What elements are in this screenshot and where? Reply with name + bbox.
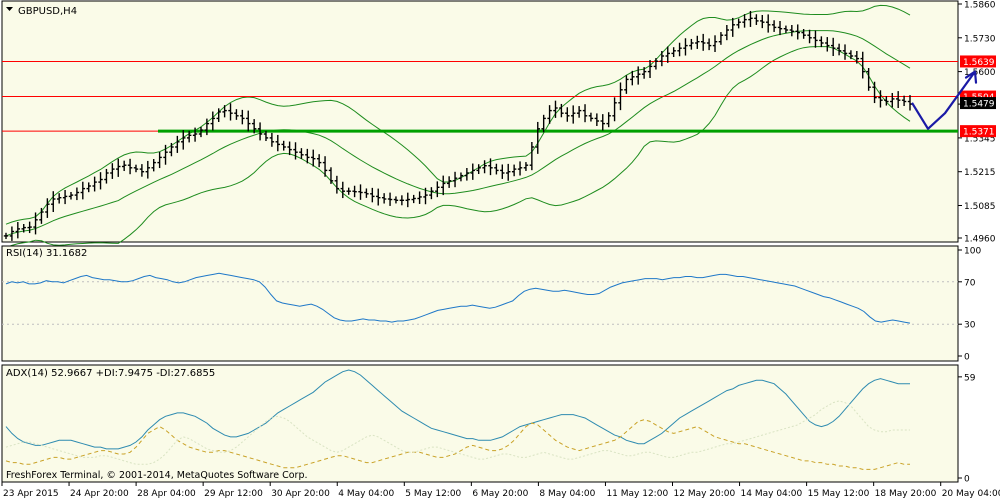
rsi-tick-label: 100 xyxy=(964,247,981,257)
rsi-tick-label: 30 xyxy=(964,321,976,331)
time-tick-label: 14 May 04:00 xyxy=(741,489,803,499)
level-price-label: 1.5371 xyxy=(963,128,995,138)
price-tick-label: 1.5215 xyxy=(964,168,996,178)
rsi-line xyxy=(5,272,911,324)
current-price-label: 1.5479 xyxy=(963,100,995,110)
time-tick-label: 4 May 04:00 xyxy=(338,489,394,499)
price-panel: 1.58601.57301.56001.54751.53451.52151.50… xyxy=(1,0,996,249)
rsi-y-axis: 100 70 30 0 xyxy=(2,247,981,363)
time-tick-label: 8 May 04:00 xyxy=(539,489,595,499)
adx-lines xyxy=(5,369,910,470)
adx-tick-label: 0 xyxy=(964,475,970,485)
adx-title: ADX(14) 52.9667 +DI:7.9475 -DI:27.6855 xyxy=(6,368,215,379)
price-y-axis: 1.58601.57301.56001.54751.53451.52151.50… xyxy=(958,1,996,245)
adx-tick-label: 59 xyxy=(964,373,976,383)
level-price-box xyxy=(960,55,996,68)
projection-arrowhead xyxy=(964,70,978,84)
projection-path xyxy=(911,70,976,130)
time-tick-label: 30 Apr 20:00 xyxy=(271,489,330,499)
time-tick-label: 24 Apr 20:00 xyxy=(70,489,129,499)
chart-menu-icon[interactable] xyxy=(6,7,13,11)
adx-series-di xyxy=(5,419,910,470)
price-tick-label: 1.5860 xyxy=(964,1,996,11)
bollinger-lower-band xyxy=(5,46,911,249)
price-tick-label: 1.4960 xyxy=(964,235,996,245)
price-tick-label: 1.5600 xyxy=(964,68,996,78)
adx-panel-background xyxy=(1,364,959,483)
rsi-panel-background xyxy=(1,245,959,362)
rsi-panel: 100 70 30 0 RSI(14) 31.1682 xyxy=(1,245,981,363)
time-tick-label: 23 Apr 2015 xyxy=(3,489,59,499)
rsi-series-line xyxy=(5,272,911,324)
rsi-tick-label: 0 xyxy=(964,353,970,363)
time-tick-label: 6 May 20:00 xyxy=(472,489,528,499)
time-tick-label: 20 May 04:00 xyxy=(942,489,1000,499)
time-tick-label: 28 Apr 04:00 xyxy=(137,489,196,499)
chart-title: GBPUSD,H4 xyxy=(18,6,77,17)
time-tick-label: 18 May 20:00 xyxy=(875,489,937,499)
level-price-box xyxy=(960,125,996,138)
adx-y-axis: 59 0 xyxy=(958,373,976,485)
adx-series-adx xyxy=(5,369,910,450)
price-panel-background xyxy=(1,0,959,243)
time-tick-label: 12 May 20:00 xyxy=(674,489,736,499)
price-tick-label: 1.5730 xyxy=(964,34,996,44)
current-price-box xyxy=(960,97,996,110)
candles xyxy=(3,10,913,241)
time-tick-label: 11 May 12:00 xyxy=(606,489,668,499)
price-tick-label: 1.5345 xyxy=(964,134,996,144)
rsi-title: RSI(14) 31.1682 xyxy=(6,248,87,259)
projection-arrow xyxy=(911,70,978,130)
bollinger-upper-band xyxy=(5,4,911,225)
level-price-label: 1.5639 xyxy=(963,58,995,68)
price-tick-label: 1.5085 xyxy=(964,202,996,212)
time-tick-label: 15 May 12:00 xyxy=(808,489,870,499)
bollinger-middle-band xyxy=(5,30,911,237)
time-tick-label: 5 May 12:00 xyxy=(405,489,461,499)
time-axis: 23 Apr 2015 24 Apr 20:00 28 Apr 04:00 29 Ap… xyxy=(1,482,1000,499)
time-tick-label: 29 Apr 12:00 xyxy=(204,489,263,499)
adx-panel: 59 0 ADX(14) 52.9667 +DI:7.9475 -DI:27.68… xyxy=(1,364,976,485)
copyright-text: FreshForex Terminal, © 2001-2014, MetaQu… xyxy=(6,470,308,481)
rsi-tick-label: 70 xyxy=(964,278,976,288)
horizontal-levels xyxy=(2,60,958,133)
bollinger-bands xyxy=(5,4,911,249)
